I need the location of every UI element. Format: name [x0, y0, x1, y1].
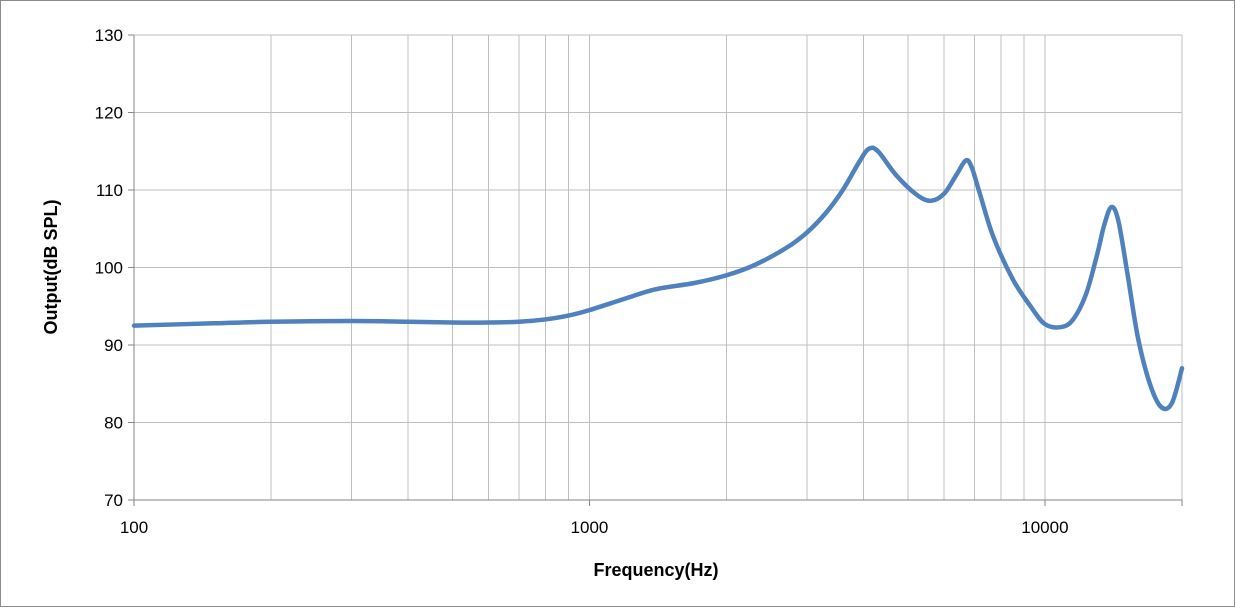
data-point	[752, 263, 756, 267]
y-tick-label: 130	[95, 26, 123, 45]
data-point	[269, 320, 273, 324]
data-point	[928, 199, 932, 203]
series-layer	[131, 145, 1185, 412]
data-point	[857, 161, 861, 165]
series-line-output	[131, 145, 1185, 412]
y-tick-label: 90	[104, 336, 123, 355]
data-point	[1148, 382, 1152, 386]
data-point	[1043, 322, 1047, 326]
y-tick-label: 80	[104, 414, 123, 433]
data-point	[805, 231, 809, 235]
data-point	[132, 324, 136, 328]
data-point	[784, 246, 788, 250]
x-tick-label: 100	[120, 518, 148, 537]
data-point	[1084, 293, 1088, 297]
x-tick-label: 1000	[571, 518, 609, 537]
x-tick-label: 10000	[1021, 518, 1068, 537]
data-point	[1126, 273, 1130, 277]
data-point	[867, 147, 871, 151]
data-point	[964, 159, 968, 163]
data-point	[212, 321, 216, 325]
data-point	[841, 188, 845, 192]
data-point	[349, 319, 353, 323]
data-point	[955, 173, 959, 177]
data-point	[1029, 304, 1033, 308]
data-point	[914, 192, 918, 196]
y-axis-title: Output(dB SPL)	[41, 200, 61, 335]
data-point	[450, 321, 454, 325]
grid	[134, 34, 1183, 500]
y-tick-label: 100	[95, 259, 123, 278]
data-point	[725, 273, 729, 277]
data-point	[942, 192, 946, 196]
data-point	[970, 165, 974, 169]
data-point	[1109, 205, 1113, 209]
data-point	[654, 287, 658, 291]
data-point	[692, 281, 696, 285]
x-tick-labels: 100 1000 10000	[120, 518, 1069, 537]
data-point	[567, 314, 571, 318]
data-point	[517, 320, 521, 324]
data-point	[978, 192, 982, 196]
data-point	[1095, 254, 1099, 258]
data-point	[876, 149, 880, 153]
y-tick-labels: 70 80 90 100 110 120 130	[95, 26, 123, 510]
data-point	[1136, 335, 1140, 339]
axes	[128, 34, 1183, 506]
data-point	[624, 297, 628, 301]
data-point	[824, 211, 828, 215]
data-point	[1071, 318, 1075, 322]
x-axis-title: Frequency(Hz)	[593, 560, 718, 580]
data-point	[1180, 366, 1184, 370]
data-point	[543, 317, 547, 321]
data-point	[587, 308, 591, 312]
data-point	[894, 173, 898, 177]
data-point	[406, 320, 410, 324]
data-point	[1011, 277, 1015, 281]
data-point	[1116, 219, 1120, 223]
data-point	[1102, 223, 1106, 227]
data-point	[486, 321, 490, 325]
data-point	[1170, 401, 1174, 405]
data-point	[1058, 325, 1062, 329]
y-tick-label: 70	[104, 491, 123, 510]
y-tick-label: 120	[95, 104, 123, 123]
data-point	[991, 235, 995, 239]
data-point	[1159, 405, 1163, 409]
y-tick-label: 110	[96, 181, 123, 200]
